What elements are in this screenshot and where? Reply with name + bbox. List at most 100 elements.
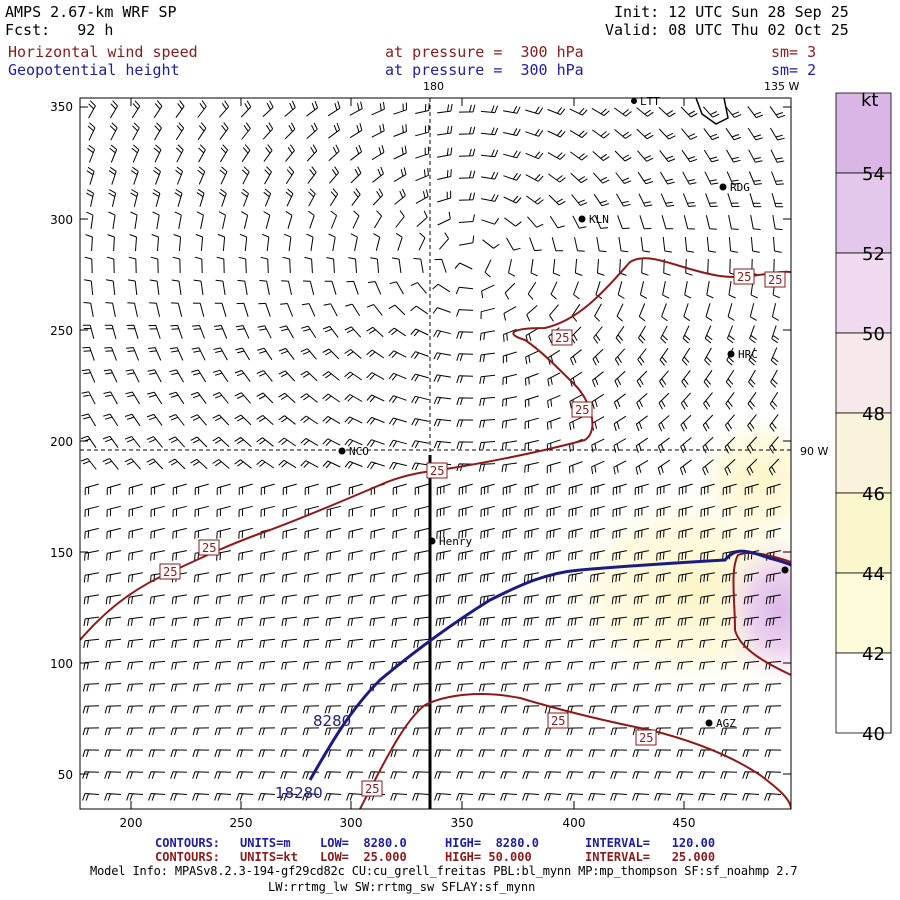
station-label: LTT [640,95,660,108]
field2-level: at pressure = 300 hPa [385,61,584,79]
colorbar-tick-label: 48 [862,404,885,425]
coastline [695,97,729,125]
contour-label: 25 [361,780,383,797]
x-tick-label: 350 [451,816,474,830]
svg-text:25: 25 [365,782,379,796]
wind-speed-shading [540,410,791,700]
station-label: HRC [738,348,758,361]
colorbar-swatch [835,172,892,254]
colorbar-swatch [835,252,892,334]
x-tick-label: 400 [563,816,586,830]
station-label: NCO [349,445,369,458]
x-tick-label: 300 [340,816,363,830]
station-label: Henry [439,535,472,548]
contour-label: 25 [547,712,569,729]
valid-time: Valid: 08 UTC Thu 02 Oct 25 [605,21,849,39]
y-tick-label: 350 [50,100,73,114]
contour-label: 25 [159,563,181,580]
contour-label: 25 [198,539,220,556]
plot-frame [79,97,792,810]
field1-smoothing: sm= 3 [771,43,817,61]
height-label: 18280 [275,784,323,802]
footer-c1-low: LOW= 8280.0 [320,836,407,850]
contour-label-group: 25 25 25 25 25 25 25 25 25 25 [159,268,786,797]
colorbar-tick-label: 50 [862,324,885,345]
meridian-label: 180 [423,80,444,93]
footer-c1-high: HIGH= 8280.0 [445,836,539,850]
footer-c1-units: UNITS=m [240,836,291,850]
station-marker [719,183,727,191]
footer-c1-interval: INTERVAL= 120.00 [585,836,716,850]
meridian-label: 90 W [800,445,828,458]
colorbar-swatch [835,92,892,174]
colorbar-tick-label: 54 [862,164,885,185]
y-tick-label: 50 [58,768,73,782]
footer-c2-interval: INTERVAL= 25.000 [585,850,716,864]
height-contour [308,549,791,781]
station-marker [428,537,436,545]
footer-c2-units: UNITS=kt [240,850,298,864]
station-label: RDG [730,181,750,194]
svg-text:25: 25 [430,464,444,478]
x-tick-label: 200 [120,816,143,830]
contour-label: 25 [733,268,755,285]
svg-text:25: 25 [737,270,751,284]
colorbar-swatch [835,492,892,574]
colorbar-tick-label: 40 [862,724,885,745]
svg-text:25: 25 [639,731,653,745]
x-tick-label: 250 [230,816,253,830]
station-marker [727,350,735,358]
meridian-label: 135 W [764,80,799,93]
svg-text:25: 25 [163,565,177,579]
svg-text:25: 25 [575,403,589,417]
footer-c2-low: LOW= 25.000 [320,850,407,864]
height-label: 8280 [313,712,351,730]
station-marker [578,215,586,223]
contour-label: 25 [571,401,593,418]
colorbar-swatch [835,412,892,494]
footer-c1-label: CONTOURS: [155,836,221,850]
colorbar: 54 52 50 48 46 44 42 40 [835,92,892,745]
colorbar-swatch [835,652,892,734]
station-label: KLN [589,213,609,226]
footer-c2-label: CONTOURS: [155,850,221,864]
contour-label: 25 [551,329,573,346]
station-marker [781,566,789,574]
model-info-line1: Model Info: MPASv8.2.3-194-gf29cd82c CU:… [90,864,798,878]
y-tick-label: 100 [50,657,73,671]
svg-text:25: 25 [555,331,569,345]
axis-ticks [80,98,791,809]
svg-text:25: 25 [551,714,565,728]
colorbar-swatch [835,572,892,654]
wind-barb-paths [80,100,786,801]
station-label: AGZ [716,717,736,730]
y-tick-label: 250 [50,324,73,338]
svg-text:25: 25 [202,541,216,555]
station-marker [338,447,346,455]
colorbar-tick-label: 44 [862,564,885,585]
colorbar-tick-label: 52 [862,244,885,265]
station-marker [631,98,637,104]
wind-barbs [80,100,786,801]
model-title: AMPS 2.67-km WRF SP [5,3,177,21]
y-tick-label: 150 [50,546,73,560]
colorbar-swatch [835,332,892,414]
colorbar-tick-label: 42 [862,644,885,665]
y-axis-labels: 350 300 250 200 150 100 50 [50,100,73,782]
field1-name: Horizontal wind speed [8,43,198,61]
footer-c2-high: HIGH= 50.000 [445,850,532,864]
init-time: Init: 12 UTC Sun 28 Sep 25 [614,3,849,21]
x-axis-labels: 200 250 300 350 400 450 [120,816,696,830]
y-tick-label: 300 [50,213,73,227]
colorbar-tick-label: 46 [862,484,885,505]
x-tick-label: 450 [673,816,696,830]
contour-label: 25 [426,462,448,479]
forecast-hour: Fcst: 92 h [5,21,114,39]
field2-name: Geopotential height [8,61,180,79]
station-marker [705,719,713,727]
contour-label: 25 [635,729,657,746]
model-info-line2: LW:rrtmg_lw SW:rrtmg_sw SFLAY:sf_mynn [268,880,536,894]
contour-label: 25 [764,271,786,288]
y-tick-label: 200 [50,435,73,449]
